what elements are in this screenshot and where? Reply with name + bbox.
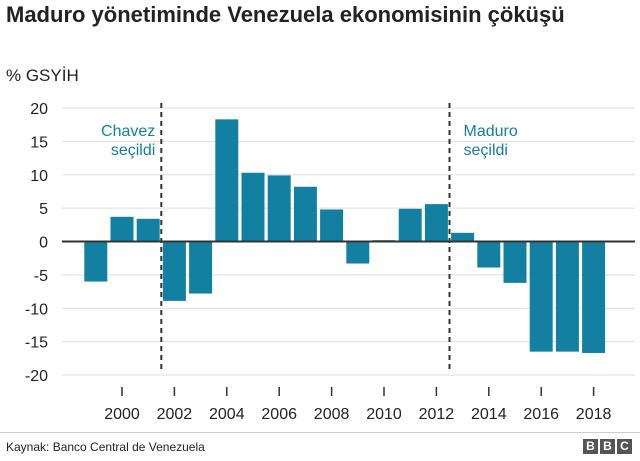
bar-2016 [529,241,553,352]
event-label: Maduro [464,123,518,140]
y-tick-label: 20 [30,101,48,118]
bar-2013 [451,232,475,242]
x-tick-label: 2014 [471,406,507,423]
x-tick-label: 2008 [314,406,350,423]
bar-2014 [477,241,501,268]
bar-2008 [320,209,344,242]
x-tick-label: 2018 [576,406,612,423]
x-tick-label: 2000 [104,406,140,423]
y-tick-label: -5 [34,268,48,285]
source-note: Kaynak: Banco Central de Venezuela [6,440,205,454]
bar-2005 [241,172,265,242]
y-tick-label: -10 [25,301,48,318]
bar-2018 [582,241,606,353]
footer-divider [0,432,640,433]
bar-2003 [189,241,213,294]
event-label: seçildi [464,142,508,159]
y-tick-label: 5 [39,201,48,218]
bar-2006 [267,175,291,242]
event-label: seçildi [111,142,155,159]
y-tick-label: 0 [39,235,48,252]
x-tick-label: 2006 [261,406,297,423]
bar-2002 [162,241,186,301]
bar-2011 [398,208,422,242]
y-tick-label: 15 [30,134,48,151]
x-tick-label: 2016 [523,406,559,423]
x-tick-label: 2012 [419,406,455,423]
bar-2009 [346,241,370,264]
event-label: Chavez [101,123,155,140]
bar-2017 [555,241,579,352]
bar-2012 [424,204,448,242]
x-tick-label: 2010 [366,406,402,423]
bar-2007 [293,186,317,242]
y-tick-label: 10 [30,168,48,185]
bar-2004 [215,119,239,242]
y-tick-label: -20 [25,368,48,385]
bar-2001 [136,218,160,242]
bar-2015 [503,241,527,283]
y-axis-label: % GSYİH [6,66,79,85]
y-tick-label: -15 [25,335,48,352]
bar-1999 [84,241,108,282]
x-tick-label: 2004 [209,406,245,423]
chart-title: Maduro yönetiminde Venezuela ekonomisini… [6,2,565,27]
bar-2000 [110,216,134,242]
x-tick-label: 2002 [157,406,193,423]
